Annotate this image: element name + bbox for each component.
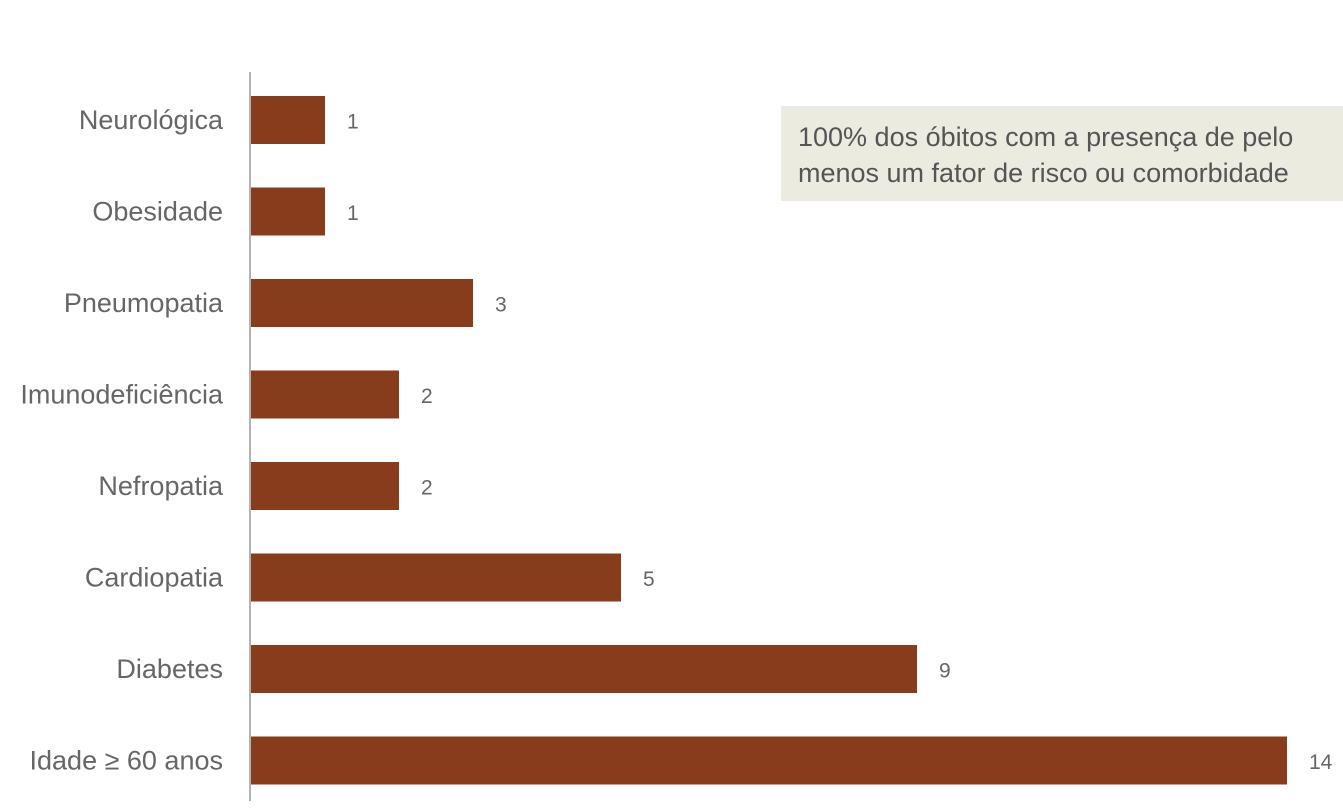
- bar-1: [251, 187, 325, 236]
- value-label: 5: [643, 568, 655, 591]
- category-label: Diabetes: [116, 654, 223, 684]
- bar-6: [251, 645, 917, 693]
- category-label: Obesidade: [92, 197, 223, 227]
- category-label: Idade ≥ 60 anos: [30, 746, 223, 776]
- annotation-box: 100% dos óbitos com a presença de pelo m…: [781, 106, 1343, 201]
- category-label: Imunodeficiência: [20, 380, 224, 410]
- value-label: 3: [495, 294, 507, 317]
- value-label: 2: [421, 477, 433, 500]
- annotation-line-1: 100% dos óbitos com a presença de pelo: [798, 122, 1294, 152]
- value-label: 1: [347, 202, 359, 225]
- category-label: Cardiopatia: [85, 563, 224, 593]
- category-label: Pneumopatia: [64, 288, 224, 318]
- annotation-line-2: menos um fator de risco ou comorbidade: [798, 158, 1289, 188]
- bar-5: [251, 553, 621, 602]
- category-labels-group: Neurológica Obesidade Pneumopatia Imunodefi…: [20, 105, 224, 776]
- bars-group: [251, 96, 1287, 785]
- value-label: 14: [1309, 751, 1333, 774]
- bar-4: [251, 462, 399, 510]
- value-label: 2: [421, 385, 433, 408]
- category-label: Nefropatia: [98, 471, 224, 501]
- bar-0: [251, 96, 325, 144]
- value-label: 9: [939, 660, 951, 683]
- bar-2: [251, 279, 473, 327]
- category-label: Neurológica: [79, 105, 224, 135]
- bar-3: [251, 370, 399, 419]
- bar-7: [251, 736, 1287, 785]
- value-label: 1: [347, 111, 359, 134]
- value-labels-group: 1 1 3 2 2 5 9 14: [347, 111, 1333, 775]
